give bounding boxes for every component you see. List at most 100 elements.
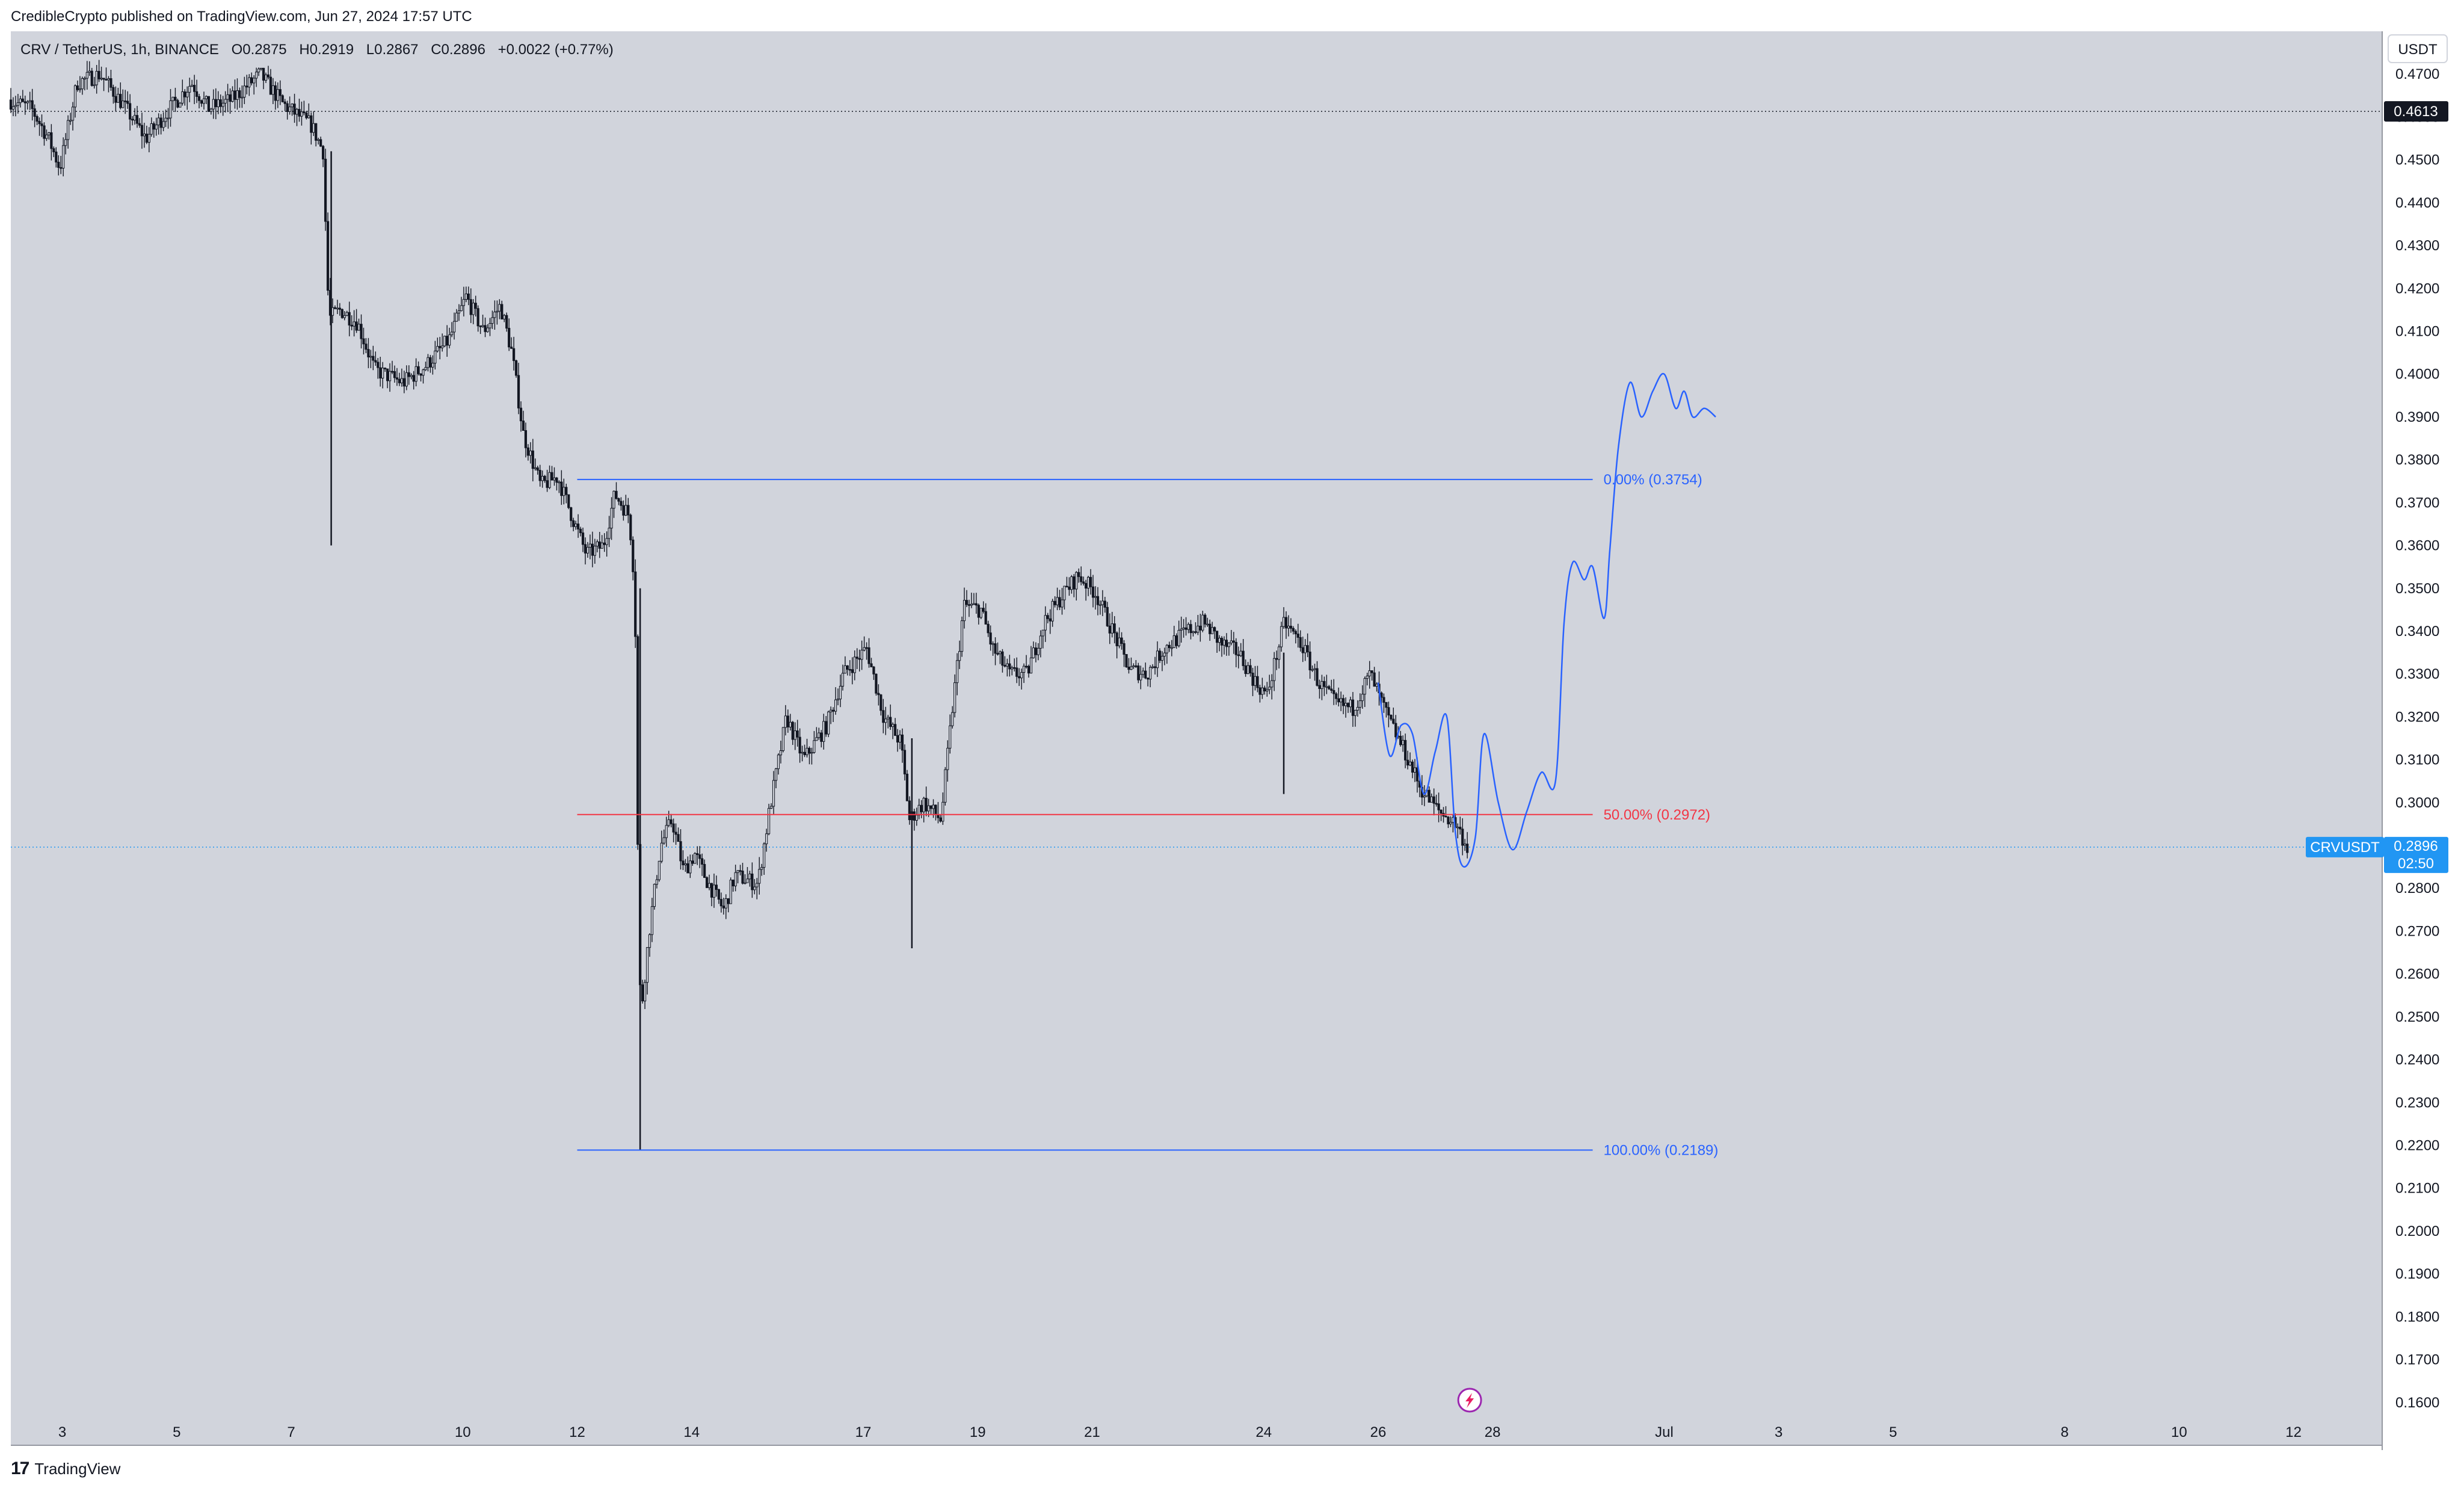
candle-body (913, 811, 916, 821)
candle-body (1282, 617, 1286, 627)
candle-body (402, 378, 405, 387)
candle-body (1142, 670, 1145, 675)
time-axis[interactable]: 3 5 7 10 12 14 17 19 21 24 26 28 Jul 3 5 8 10 12 (58, 1424, 2302, 1440)
candle-body (336, 307, 339, 309)
candle-body (586, 547, 590, 554)
candle-body (827, 711, 830, 735)
candle-body (131, 119, 134, 121)
candle-body (1308, 652, 1311, 670)
candle-body (715, 884, 718, 890)
candle-body (665, 825, 668, 838)
candle-body (124, 100, 127, 102)
price-axis[interactable]: 0.47000.46000.45000.44000.43000.42000.41… (2395, 66, 2439, 1411)
candle-body (951, 712, 954, 726)
candle-body (1456, 827, 1459, 829)
projection-path[interactable] (1377, 372, 1716, 868)
candle-body (1444, 815, 1447, 818)
x-tick-label: 7 (287, 1424, 295, 1440)
x-tick-label: 10 (455, 1424, 471, 1440)
candle-body (62, 145, 65, 169)
candle-body (410, 375, 413, 377)
candle-body (1044, 615, 1047, 631)
candle-body (1335, 693, 1338, 699)
candle-body (1332, 690, 1335, 694)
candle-body (1323, 681, 1326, 687)
candle-body (839, 685, 842, 700)
currency-button[interactable]: USDT (2388, 34, 2448, 63)
candle-body (543, 475, 546, 481)
candle-body (476, 308, 479, 327)
candle-body (836, 699, 840, 700)
candle-body (801, 752, 804, 754)
candle-body (248, 77, 251, 88)
candle-body (953, 682, 956, 713)
publisher-line: CredibleCrypto published on TradingView.… (11, 8, 472, 25)
candle-body (608, 528, 611, 539)
candle-body (390, 371, 394, 373)
candle-body (1006, 663, 1009, 667)
candle-body (600, 542, 603, 549)
candle-body (324, 158, 327, 222)
candle-body (872, 666, 875, 675)
currency-button-label[interactable]: USDT (2398, 42, 2438, 58)
candle-body (748, 873, 751, 880)
candle-body (1015, 667, 1018, 677)
candle-body (956, 660, 959, 684)
candle-body (934, 804, 937, 815)
candle-body (620, 501, 623, 506)
candle-body (434, 350, 437, 364)
candle-body (60, 167, 63, 169)
candle-body (207, 96, 210, 112)
candle-body (1001, 651, 1004, 666)
candle-body (846, 665, 849, 670)
candle-body (310, 115, 313, 133)
symbol-tag-text: CRVUSDT (2310, 839, 2380, 856)
candle-body (1266, 689, 1269, 691)
candle-body (1056, 597, 1059, 605)
y-tick-label: 0.3100 (2395, 752, 2439, 768)
candle-body (1098, 604, 1102, 606)
candle-body (610, 508, 613, 529)
candle-body (226, 94, 229, 100)
candle-body (1091, 586, 1095, 598)
candle-body (574, 523, 578, 527)
tradingview-logo[interactable]: 17 TradingView (11, 1459, 120, 1479)
candle-body (1156, 650, 1159, 668)
candle-body (1158, 650, 1162, 661)
candle-body (317, 139, 320, 141)
fibonacci-retracement[interactable]: 0.00% (0.3754) 50.00% (0.2972) 100.00% (0.… (577, 472, 1719, 1158)
legend-symbol: CRV / TetherUS, 1h, BINANCE (20, 42, 219, 58)
candle-body (1051, 600, 1054, 622)
candle-body (1049, 618, 1052, 622)
candle-body (1340, 698, 1343, 703)
candle-body (1039, 635, 1042, 649)
plot-area[interactable] (11, 31, 2382, 1445)
candle-body (119, 94, 122, 108)
candle-body (803, 752, 806, 755)
candle-body (1177, 630, 1180, 646)
candle-body (882, 710, 885, 723)
x-tick-label: 17 (855, 1424, 872, 1440)
candle-body (1284, 617, 1288, 629)
candle-body (1256, 676, 1259, 688)
candle-body (1299, 637, 1302, 648)
candle-body (1459, 827, 1462, 830)
candle-body (567, 494, 570, 508)
candle-body (377, 362, 380, 368)
high-marker-text: 0.4613 (2394, 103, 2438, 120)
candle-body (703, 863, 706, 878)
candle-body (679, 841, 682, 862)
candle-body (1018, 676, 1021, 679)
candle-body (822, 721, 825, 742)
candle-body (1220, 638, 1224, 646)
candle-body (135, 115, 139, 124)
candle-body (972, 603, 975, 605)
candle-body (255, 72, 258, 79)
candle-body (1263, 687, 1266, 691)
y-tick-label: 0.2300 (2395, 1094, 2439, 1111)
candle-body (279, 89, 282, 96)
candle-body (1437, 803, 1440, 810)
lightning-icon[interactable] (1457, 1388, 1482, 1413)
candle-body (1390, 714, 1393, 720)
